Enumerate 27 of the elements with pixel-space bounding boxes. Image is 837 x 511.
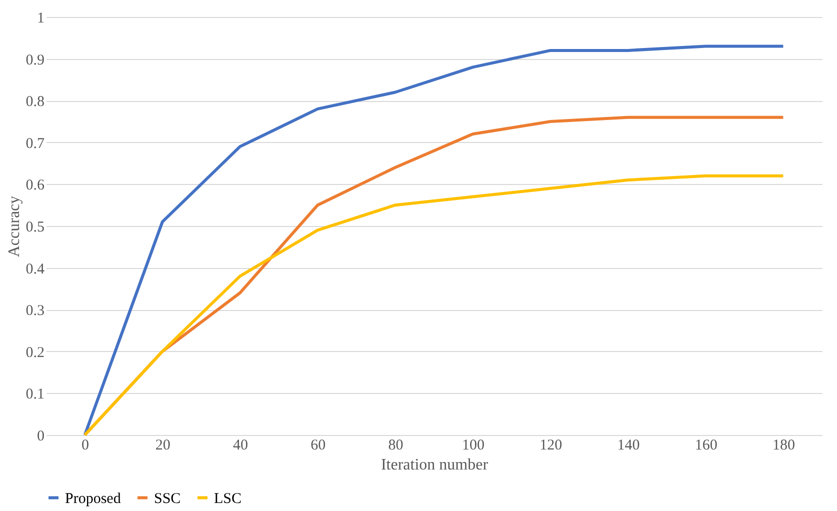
legend-label: SSC — [154, 490, 181, 507]
line-series — [83, 174, 785, 436]
y-tick-label: 0.4 — [26, 261, 45, 278]
line-series — [83, 44, 785, 436]
y-axis-title: Accuracy — [6, 196, 23, 258]
y-tick-label: 0.7 — [26, 136, 45, 152]
y-tick-label: 0.2 — [26, 344, 44, 361]
x-tick-label: 60 — [310, 438, 326, 454]
x-tick-label: 120 — [540, 438, 562, 454]
y-tick-label: 0.1 — [26, 386, 44, 403]
x-tick-label: 160 — [694, 438, 718, 454]
y-tick-label: 0.5 — [26, 220, 44, 236]
x-tick-label: 100 — [462, 438, 485, 454]
x-tick-label: 140 — [617, 438, 640, 454]
legend-label: LSC — [214, 490, 242, 507]
x-tick-label: 20 — [155, 438, 170, 454]
y-tick-label: 0.6 — [26, 178, 45, 194]
x-tick-label: 80 — [388, 438, 404, 454]
x-axis-title: Iteration number — [380, 456, 489, 474]
y-tick-label: 0.8 — [26, 94, 44, 110]
y-tick-label: 0.9 — [26, 52, 44, 68]
y-tick-label: 0.3 — [26, 303, 44, 320]
x-tick-label: 0 — [82, 438, 90, 454]
legend-label: Proposed — [65, 490, 122, 507]
x-tick-label: 180 — [772, 438, 795, 454]
x-tick-label: 40 — [233, 438, 248, 454]
y-tick-label: 1 — [37, 10, 44, 26]
